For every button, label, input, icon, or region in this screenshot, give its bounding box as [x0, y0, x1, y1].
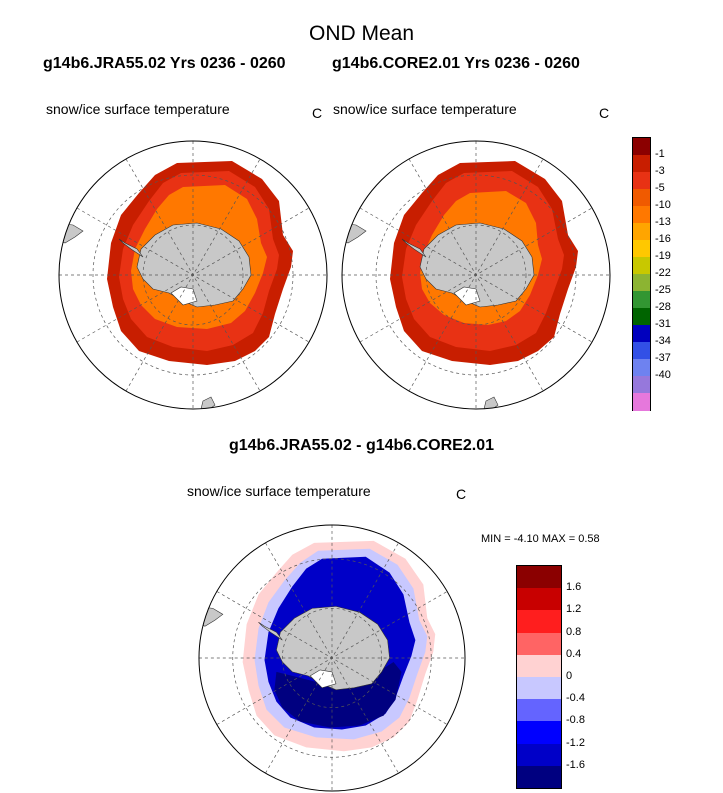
units-label-right: C — [599, 105, 610, 121]
colorbar-top-swatch — [633, 308, 650, 326]
difference-title: g14b6.JRA55.02 - g14b6.CORE2.01 — [228, 437, 494, 454]
colorbar-top-labels: -1 -3 -5 -10 -13 -16 -19 -22 -25 -28 -31 -34 -37 -40 — [655, 137, 695, 409]
units-label-diff: C — [456, 486, 467, 502]
colorbar-difference-tick-label: -0.8 — [566, 714, 585, 727]
antarctica — [136, 222, 252, 308]
colorbar-difference-swatch — [517, 699, 561, 722]
colorbar-difference-swatch — [517, 566, 561, 589]
colorbar-top-tick-label: -16 — [655, 233, 671, 245]
variable-label-right: snow/ice surface temperature — [333, 101, 517, 117]
colorbar-top-tick-label: -3 — [655, 165, 665, 177]
polar-map-right — [341, 140, 611, 410]
variable-label-diff: snow/ice surface temperature — [187, 483, 371, 499]
run-title-right: g14b6.CORE2.01 Yrs 0236 - 0260 — [332, 55, 580, 72]
colorbar-top-tick-label: -1 — [655, 148, 665, 160]
colorbar-top-swatch — [633, 189, 650, 207]
colorbar-top-tick-label: -22 — [655, 267, 671, 279]
colorbar-difference-swatch — [517, 765, 561, 789]
ross-ice-shelf — [453, 286, 481, 306]
max-label: MAX = — [541, 533, 576, 545]
colorbar-difference-swatch — [517, 654, 561, 678]
units-label-left: C — [312, 105, 323, 121]
run-title-left: g14b6.JRA55.02 Yrs 0236 - 0260 — [43, 55, 286, 72]
antarctic-peninsula — [118, 238, 144, 258]
colorbar-top-tick-label: -5 — [655, 182, 665, 194]
colorbar-top-tick-label: -13 — [655, 216, 671, 228]
min-max-stats: MIN = -4.10 MAX = 0.58 — [481, 533, 600, 545]
colorbar-top-tick-label: -40 — [655, 369, 671, 381]
colorbar-top-swatch — [633, 223, 650, 241]
colorbar-top-tick-label: -28 — [655, 301, 671, 313]
polar-map-left — [58, 140, 328, 410]
colorbar-difference-tick-label: 1.6 — [566, 581, 582, 594]
colorbar-top-swatch — [633, 138, 650, 156]
polar-map-difference — [198, 524, 466, 792]
min-value: -4.10 — [513, 533, 539, 545]
colorbar-top-tick-label: -19 — [655, 250, 671, 262]
min-label: MIN = — [481, 533, 511, 545]
colorbar-top-tick-label: -31 — [655, 318, 671, 330]
colorbar-difference-tick-label: 0.4 — [566, 647, 582, 660]
ross-ice-shelf — [170, 286, 198, 306]
colorbar-top-swatch — [633, 206, 650, 224]
colorbar-difference-tick-label: 1.2 — [566, 603, 582, 616]
antarctica — [419, 222, 535, 308]
max-value: 0.58 — [578, 533, 600, 545]
colorbar-difference-tick-label: 0.8 — [566, 625, 582, 638]
colorbar-difference-swatch — [517, 588, 561, 611]
colorbar-difference-swatch — [517, 677, 561, 700]
graticule — [59, 141, 327, 409]
colorbar-difference — [516, 565, 562, 789]
colorbar-top-tick-label: -37 — [655, 352, 671, 364]
colorbar-difference-swatch — [517, 743, 561, 767]
colorbar-top-swatch — [633, 155, 650, 173]
variable-label-left: snow/ice surface temperature — [46, 101, 230, 117]
antarctica — [276, 606, 390, 691]
colorbar-top-swatch — [633, 393, 650, 411]
antarctic-peninsula — [258, 622, 283, 641]
colorbar-top-swatch — [633, 376, 650, 394]
antarctic-peninsula — [401, 238, 427, 258]
colorbar-difference-swatch — [517, 610, 561, 634]
graticule — [342, 141, 610, 409]
colorbar-difference-swatch — [517, 632, 561, 656]
colorbar-difference-tick-label: -1.2 — [566, 736, 585, 749]
colorbar-top-swatch — [633, 342, 650, 360]
colorbar-top-tick-label: -10 — [655, 199, 671, 211]
colorbar-top — [632, 137, 651, 411]
colorbar-top-swatch — [633, 257, 650, 275]
colorbar-top-swatch — [633, 172, 650, 190]
colorbar-difference-tick-label: -1.6 — [566, 758, 585, 771]
colorbar-top-swatch — [633, 274, 650, 292]
colorbar-top-swatch — [633, 359, 650, 377]
ross-ice-shelf — [309, 669, 337, 689]
colorbar-top-swatch — [633, 240, 650, 258]
colorbar-difference-tick-label: -0.4 — [566, 692, 585, 705]
colorbar-top-tick-label: -25 — [655, 284, 671, 296]
colorbar-difference-swatch — [517, 721, 561, 745]
graticule — [198, 524, 466, 792]
colorbar-difference-labels: 1.6 1.2 0.8 0.4 0 -0.4 -0.8 -1.2 -1.6 — [566, 565, 606, 787]
colorbar-top-swatch — [633, 325, 650, 343]
page-title: OND Mean — [308, 22, 415, 45]
colorbar-top-tick-label: -34 — [655, 335, 671, 347]
colorbar-top-swatch — [633, 291, 650, 309]
colorbar-difference-tick-label: 0 — [566, 670, 573, 682]
